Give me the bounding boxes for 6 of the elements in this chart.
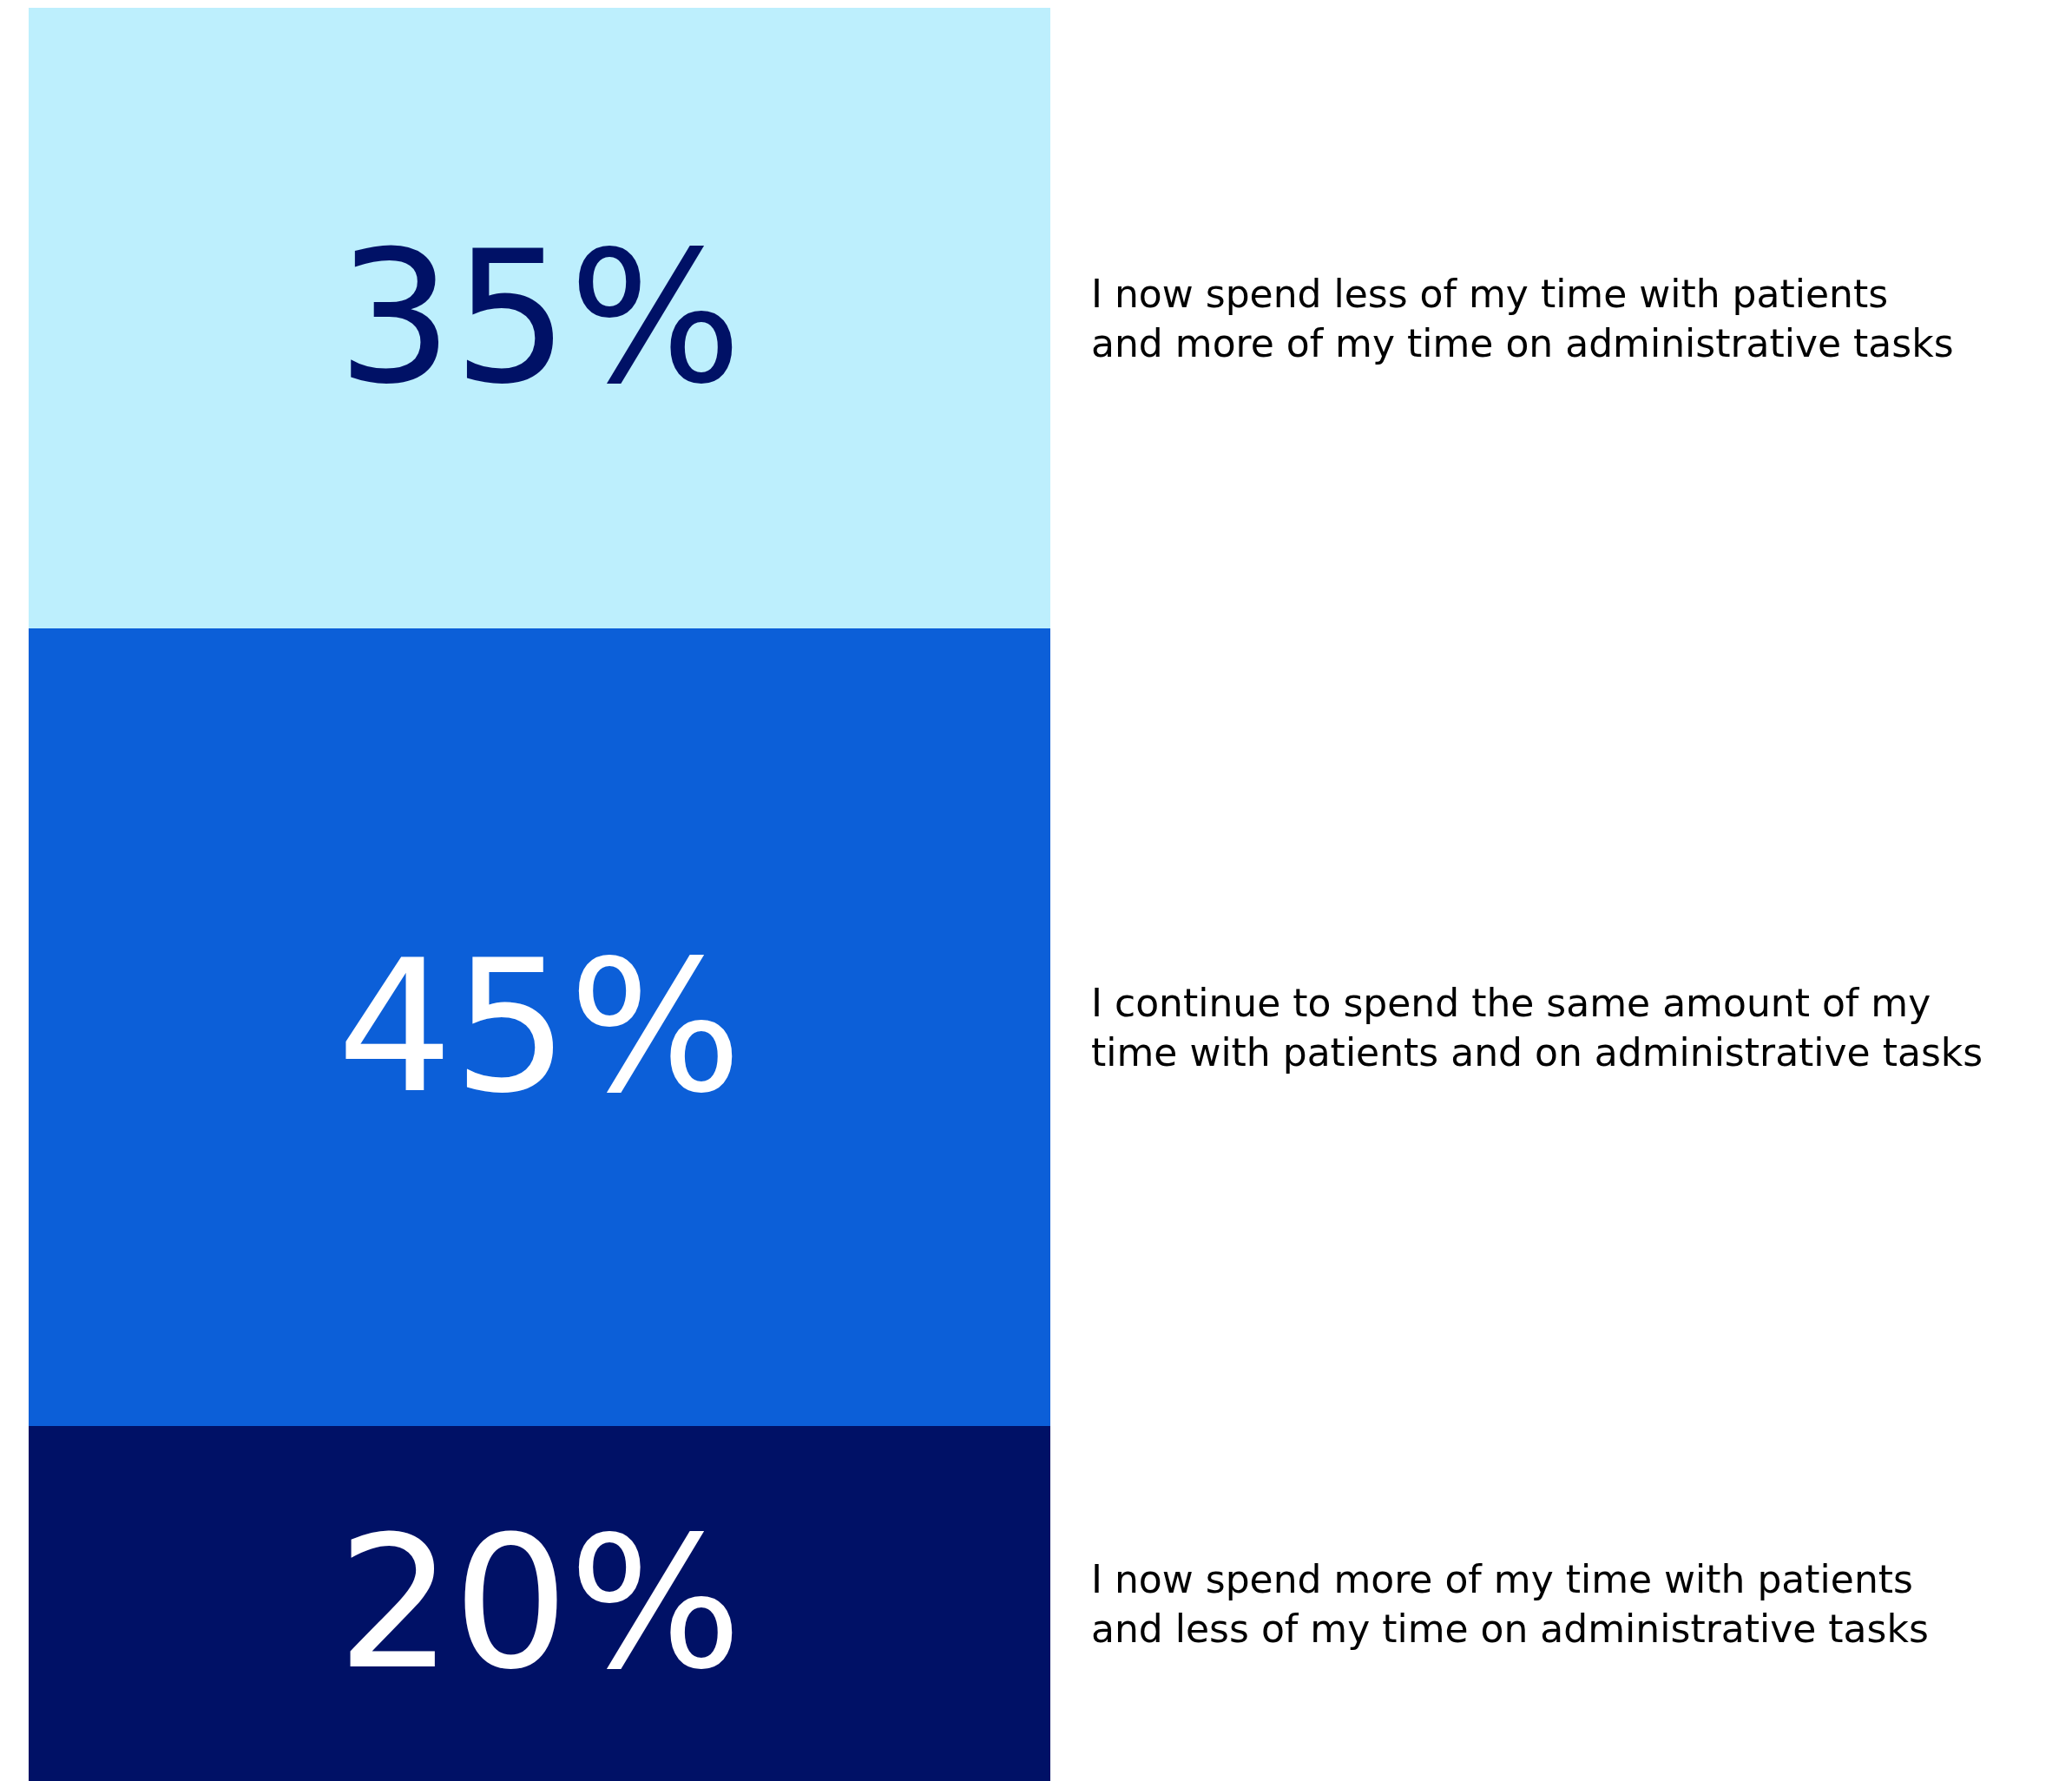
series-label: I continue to spend the same amount of my time with patients and on administrative tasks — [1091, 981, 1983, 1075]
series-label: I now spend more of my time with patients and less of my time on administrative tasks — [1091, 1557, 1929, 1652]
data-label: 45% — [337, 921, 742, 1134]
data-label: 35% — [337, 212, 742, 424]
data-label: 20% — [337, 1497, 742, 1710]
series-label: I now spend less of my time with patients and more of my time on administrative tasks — [1091, 272, 1954, 366]
